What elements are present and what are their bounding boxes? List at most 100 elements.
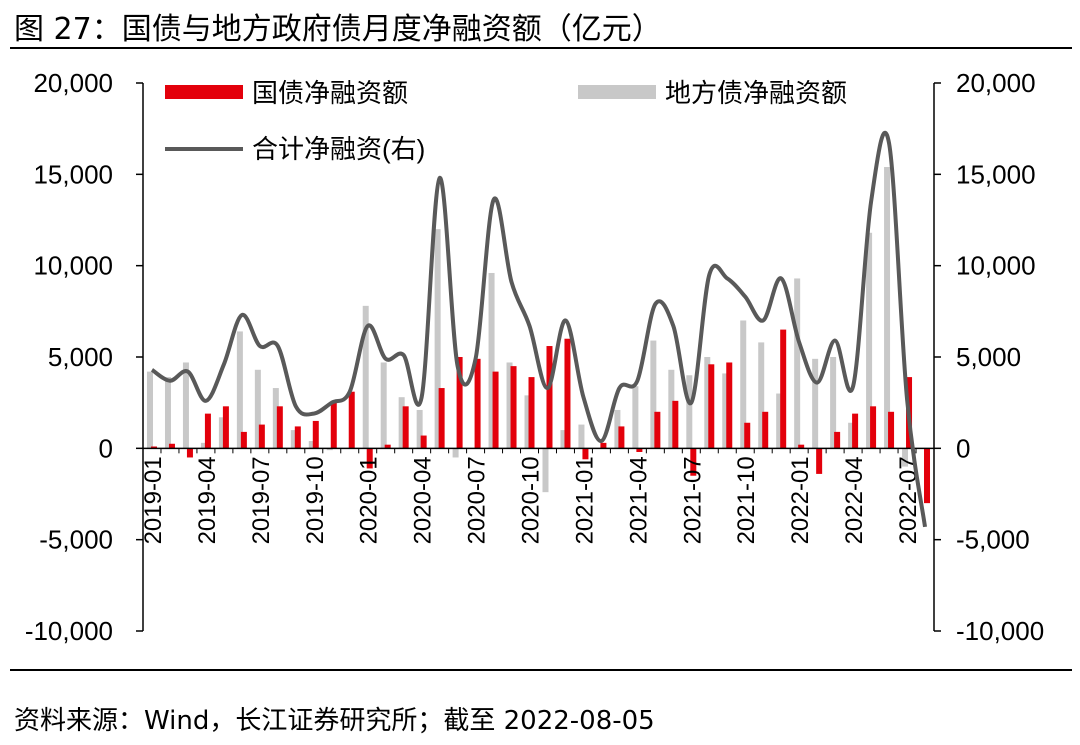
bar-treasury-2022-05 xyxy=(870,406,877,449)
x-tick-label: 2019-01 xyxy=(140,456,167,544)
bar-local-debt-2022-01 xyxy=(794,278,801,449)
bar-local-debt-2022-07 xyxy=(902,448,909,467)
bar-local-debt-2019-08 xyxy=(272,388,279,449)
bar-local-debt-2020-05 xyxy=(434,229,441,449)
left-tick-label: 20,000 xyxy=(33,68,113,98)
bar-local-debt-2019-04 xyxy=(200,442,207,449)
left-tick-label: -10,000 xyxy=(25,616,113,646)
left-tick-label: 10,000 xyxy=(33,251,113,281)
x-tick-label: 2020-07 xyxy=(464,456,491,544)
right-tick-label: -5,000 xyxy=(956,525,1030,555)
bar-treasury-2020-11 xyxy=(546,346,553,449)
bar-local-debt-2020-08 xyxy=(488,272,495,449)
bar-treasury-2021-06 xyxy=(672,400,679,449)
legend-label-total: 合计净融资(右) xyxy=(252,134,425,164)
axis-layer: -10,000 -5,000 0 5,000 10,000 15,000 20,000 -10… xyxy=(25,68,1044,646)
bar-local-debt-2022-02 xyxy=(812,358,819,449)
bar-local-debt-2020-06 xyxy=(452,448,459,458)
bar-treasury-2019-02 xyxy=(168,443,175,449)
bar-treasury-2019-01 xyxy=(150,446,157,449)
bar-local-debt-2021-06 xyxy=(668,369,675,449)
line-layer xyxy=(150,130,927,528)
bar-local-debt-2020-02 xyxy=(380,362,387,449)
bar-treasury-2020-07 xyxy=(474,358,481,449)
bar-treasury-2019-04 xyxy=(204,413,211,449)
bar-local-debt-2021-01 xyxy=(578,424,585,449)
bar-local-debt-2019-09 xyxy=(290,430,297,449)
bar-treasury-2022-02 xyxy=(816,448,823,474)
bar-treasury-2019-12 xyxy=(348,391,355,449)
bar-treasury-2021-01 xyxy=(582,448,589,460)
bar-treasury-2021-04 xyxy=(636,448,643,452)
bar-local-debt-2021-08 xyxy=(704,357,711,449)
right-tick-label: 15,000 xyxy=(956,159,1036,189)
bar-treasury-2020-03 xyxy=(402,406,409,449)
bar-local-debt-2020-03 xyxy=(398,397,405,449)
bar-treasury-2021-11 xyxy=(762,411,769,449)
bar-treasury-2019-07 xyxy=(258,424,265,449)
bar-treasury-2020-01 xyxy=(366,448,373,469)
chart: -10,000 -5,000 0 5,000 10,000 15,000 20,000 -10… xyxy=(25,68,1044,646)
right-tick-label: 10,000 xyxy=(956,251,1036,281)
x-tick-label: 2019-10 xyxy=(302,456,329,544)
bar-local-debt-2020-11 xyxy=(542,448,549,493)
bar-treasury-2020-08 xyxy=(492,371,499,449)
bar-treasury-2021-10 xyxy=(744,422,751,449)
x-tick-label: 2020-10 xyxy=(518,456,545,544)
bar-local-debt-2021-05 xyxy=(650,340,657,449)
title-rule xyxy=(10,47,1072,49)
bar-treasury-2021-05 xyxy=(654,411,661,449)
bar-treasury-2019-08 xyxy=(276,406,283,449)
bar-local-debt-2021-04 xyxy=(632,386,639,449)
bar-treasury-2019-03 xyxy=(186,448,193,458)
bar-treasury-2020-02 xyxy=(384,444,391,449)
bar-local-debt-2019-03 xyxy=(182,362,189,449)
bar-local-debt-2021-09 xyxy=(722,373,729,449)
bar-local-debt-2020-09 xyxy=(506,362,513,449)
x-tick-label: 2020-01 xyxy=(356,456,383,544)
bar-treasury-2020-04 xyxy=(420,435,427,449)
left-tick-label: 15,000 xyxy=(33,159,113,189)
legend-label-treasury: 国债净融资额 xyxy=(252,78,408,108)
bar-local-debt-2019-05 xyxy=(218,417,225,449)
bar-treasury-2019-05 xyxy=(222,406,229,449)
x-tick-label: 2022-04 xyxy=(841,456,868,544)
bar-local-debt-2020-04 xyxy=(416,409,423,449)
bar-local-debt-2020-10 xyxy=(524,395,531,449)
bar-treasury-2021-08 xyxy=(708,364,715,449)
bar-treasury-2022-08 xyxy=(924,448,931,504)
bar-treasury-2019-06 xyxy=(240,431,247,449)
source-rule xyxy=(10,669,1072,671)
left-tick-label: 5,000 xyxy=(48,342,113,372)
x-tick-label: 2020-04 xyxy=(410,456,437,544)
bar-treasury-2021-07 xyxy=(690,448,697,476)
bar-treasury-2019-09 xyxy=(294,426,301,449)
bar-local-debt-2020-01 xyxy=(362,305,369,449)
bar-local-debt-2021-11 xyxy=(758,342,765,449)
bar-treasury-2020-06 xyxy=(456,357,463,449)
bar-treasury-2020-05 xyxy=(438,388,445,449)
legend-label-local-debt: 地方债净融资额 xyxy=(665,78,847,108)
bar-local-debt-2020-12 xyxy=(560,430,567,449)
bar-treasury-2022-06 xyxy=(888,411,895,449)
bar-local-debt-2022-03 xyxy=(830,357,837,449)
bar-treasury-2021-12 xyxy=(780,329,787,449)
source-note: 资料来源：Wind，长江证券研究所；截至 2022-08-05 xyxy=(14,706,655,736)
bar-local-debt-2021-07 xyxy=(686,375,693,449)
legend-swatch-treasury xyxy=(165,85,243,99)
bar-local-debt-2019-06 xyxy=(236,331,243,449)
bar-treasury-2020-12 xyxy=(564,338,571,449)
bar-local-debt-2021-12 xyxy=(776,393,783,449)
bar-local-debt-2022-06 xyxy=(884,167,891,449)
bar-treasury-2021-03 xyxy=(618,426,625,449)
bar-treasury-2022-03 xyxy=(834,431,841,449)
chart-title: 图 27：国债与地方政府债月度净融资额（亿元） xyxy=(14,12,662,47)
bar-local-debt-2019-10 xyxy=(308,441,315,449)
right-tick-label: 20,000 xyxy=(956,68,1036,98)
bar-treasury-2022-04 xyxy=(852,413,859,449)
bar-treasury-2020-09 xyxy=(510,366,517,449)
bar-local-debt-2021-03 xyxy=(614,409,621,449)
bar-treasury-2020-10 xyxy=(528,377,535,449)
bar-local-debt-2022-04 xyxy=(848,422,855,449)
